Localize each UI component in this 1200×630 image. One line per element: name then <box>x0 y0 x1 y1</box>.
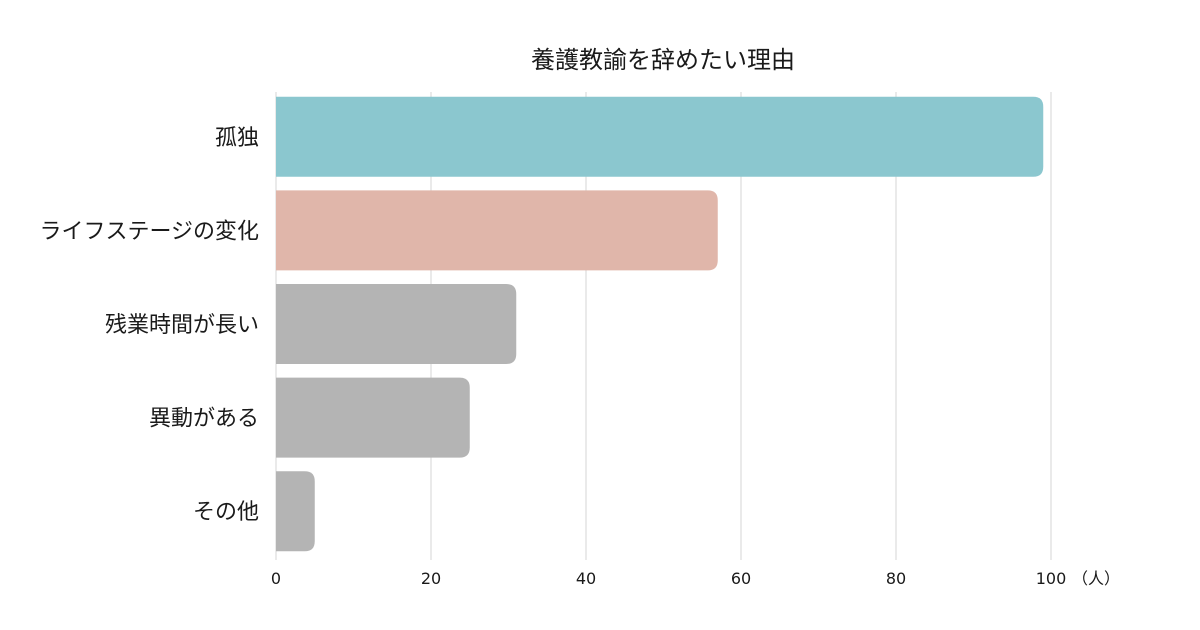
category-label: 残業時間が長い <box>105 313 259 338</box>
x-tick-label: 60 <box>731 569 751 588</box>
category-label: ライフステージの変化 <box>39 219 259 244</box>
bar <box>276 190 718 271</box>
category-label: その他 <box>193 500 259 525</box>
x-tick-label: 0 <box>271 569 281 588</box>
x-tick-label: 20 <box>421 569 441 588</box>
bar <box>276 284 517 364</box>
bars <box>276 96 1044 552</box>
x-tick-label: 100 <box>1036 569 1067 588</box>
x-tick-label: 80 <box>886 569 906 588</box>
category-label: 異動がある <box>149 407 259 432</box>
bar <box>276 471 315 552</box>
x-axis-ticks: 0 20 40 60 80 100 <box>271 569 1066 588</box>
bar <box>276 377 470 458</box>
chart-title: 養護教諭を辞めたい理由 <box>531 46 795 74</box>
category-label: 孤独 <box>215 126 259 151</box>
bar <box>276 96 1044 177</box>
x-axis-unit-label: （人） <box>1072 569 1120 588</box>
x-tick-label: 40 <box>576 569 596 588</box>
